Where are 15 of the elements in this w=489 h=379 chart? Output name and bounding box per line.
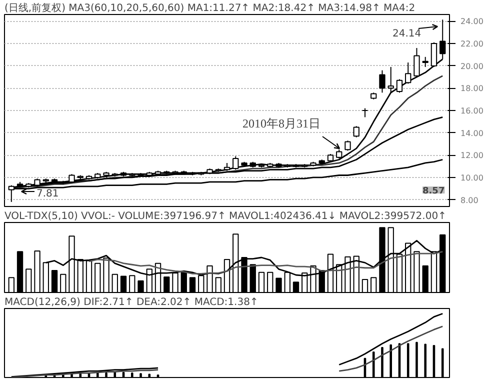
y-tick-label: 20.00 <box>460 62 484 71</box>
chart-title: VOL-TDX(5,10) VVOL:- VOLUME:397196.97↑ MAVOL1:402436.41↓ MAVOL2:399572.00↑ <box>4 211 446 222</box>
y-tick-label: 8.00 <box>460 196 478 205</box>
y-tick-label: 16.00 <box>460 106 484 116</box>
y-tick-label: 24.00 <box>460 17 484 26</box>
chart-title: MACD(12,26,9) DIF:2.71↑ DEA:2.02↑ MACD:1.38↑ <box>4 297 258 308</box>
y-tick-label: 10.00 <box>460 173 484 182</box>
annotation: 24.14 <box>392 28 422 40</box>
y-tick-label: 12.00 <box>460 151 484 160</box>
y-tick-label: 14.00 <box>460 128 484 138</box>
annotation: 7.81 <box>36 188 59 200</box>
annotation: 2010年8月31日 <box>242 116 320 130</box>
y-tick-label: 22.00 <box>460 40 484 49</box>
y-tick-label: 18.00 <box>460 84 484 94</box>
chart-title: (日线,前复权) MA3(60,10,20,5,60,60) MA1:11.27↑ MA2:18.42↑ MA3:14.98↑ MA4:2 <box>4 2 416 14</box>
